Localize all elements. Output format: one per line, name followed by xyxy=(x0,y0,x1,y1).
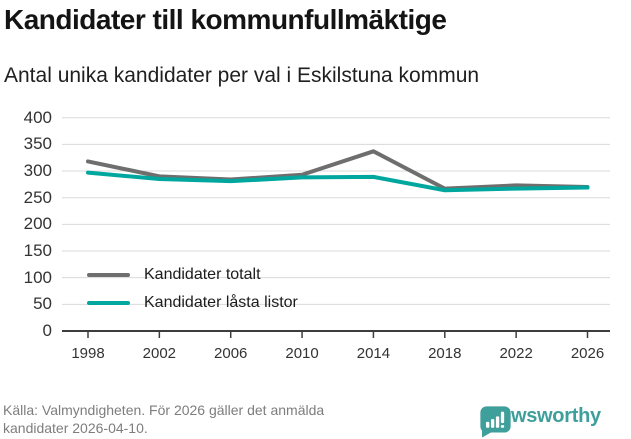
y-tick-label: 100 xyxy=(23,267,52,287)
series-line-0 xyxy=(86,149,590,191)
y-tick-label: 400 xyxy=(23,107,52,127)
source-line-2: kandidater 2026-04-10. xyxy=(3,419,148,436)
x-tick-label: 2010 xyxy=(285,345,319,362)
x-tick-label: 2002 xyxy=(142,345,177,362)
y-tick-label: 350 xyxy=(23,134,52,154)
x-tick-label: 2026 xyxy=(570,345,605,362)
source-note: Källa: Valmyndigheten. För 2026 gäller d… xyxy=(3,402,324,437)
legend-label: Kandidater låsta listor xyxy=(144,294,298,311)
source-line-1: Källa: Valmyndigheten. För 2026 gäller d… xyxy=(3,402,325,418)
y-tick-label: 150 xyxy=(23,241,52,260)
legend-swatch-gray-line xyxy=(87,273,130,277)
chart-subtitle: Antal unika kandidater per val i Eskilst… xyxy=(4,64,480,87)
x-tick-label: 2022 xyxy=(499,345,533,362)
y-tick-label: 200 xyxy=(23,214,52,234)
newsworthy-brand: Newsworthy xyxy=(479,405,601,438)
y-tick-label: 0 xyxy=(42,321,52,340)
x-tick-label: 2014 xyxy=(356,345,391,362)
legend-label: Kandidater totalt xyxy=(144,266,261,283)
y-tick-label: 50 xyxy=(33,294,52,314)
legend-swatch-teal-line xyxy=(87,301,130,305)
series-line-1 xyxy=(86,170,590,193)
newsworthy-logo-icon xyxy=(480,406,511,438)
x-tick-label: 2006 xyxy=(214,345,248,362)
legend-item-lasta-listor: Kandidater låsta listor xyxy=(87,289,298,317)
y-tick-label: 250 xyxy=(23,187,52,207)
brand-wordmark: Newsworthy xyxy=(486,405,601,427)
chart-legend: Kandidater totalt Kandidater låsta listo… xyxy=(87,261,298,317)
x-tick-label: 2018 xyxy=(428,345,462,362)
y-tick-label: 300 xyxy=(23,161,52,181)
legend-item-totalt: Kandidater totalt xyxy=(87,261,298,289)
x-tick-label: 1998 xyxy=(71,345,105,362)
page-title: Kandidater till kommunfullmäktige xyxy=(4,4,447,35)
